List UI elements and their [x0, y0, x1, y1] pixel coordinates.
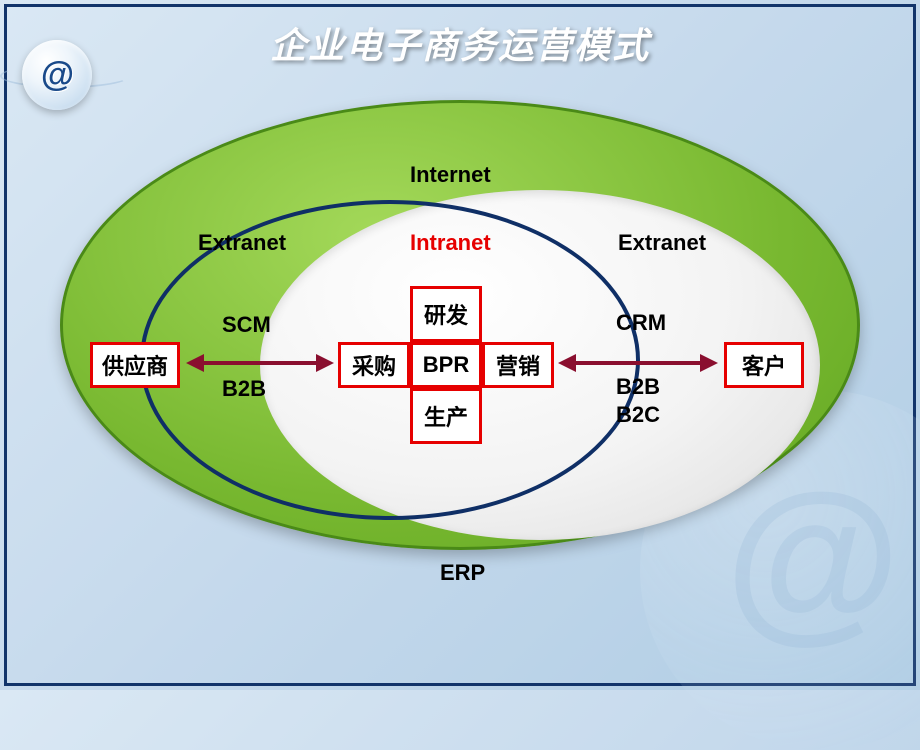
label-extranet-right: Extranet: [618, 230, 706, 256]
label-internet: Internet: [410, 162, 491, 188]
label-scm: SCM: [222, 312, 271, 338]
box-supplier: 供应商: [90, 342, 180, 388]
box-purchase: 采购: [338, 342, 410, 388]
diagram-canvas: 供应商 研发 采购 BPR 营销 生产 客户 Internet Extranet…: [60, 100, 860, 630]
arrow-left-head-r: [316, 354, 334, 372]
label-b2b-right: B2B: [616, 374, 660, 400]
title-bar: 企业电子商务运营模式: [8, 8, 912, 78]
box-customer: 客户: [724, 342, 804, 388]
page-title: 企业电子商务运营模式: [270, 17, 650, 69]
label-crm: CRM: [616, 310, 666, 336]
box-marketing: 营销: [482, 342, 554, 388]
arrow-right-line: [574, 361, 702, 365]
box-production: 生产: [410, 388, 482, 444]
label-b2c: B2C: [616, 402, 660, 428]
arrow-right-head-r: [700, 354, 718, 372]
arrow-left-line: [202, 361, 318, 365]
label-erp: ERP: [440, 560, 485, 586]
box-bpr: BPR: [410, 342, 482, 388]
label-extranet-left: Extranet: [198, 230, 286, 256]
label-intranet: Intranet: [410, 230, 491, 256]
label-b2b-left: B2B: [222, 376, 266, 402]
box-rd: 研发: [410, 286, 482, 342]
